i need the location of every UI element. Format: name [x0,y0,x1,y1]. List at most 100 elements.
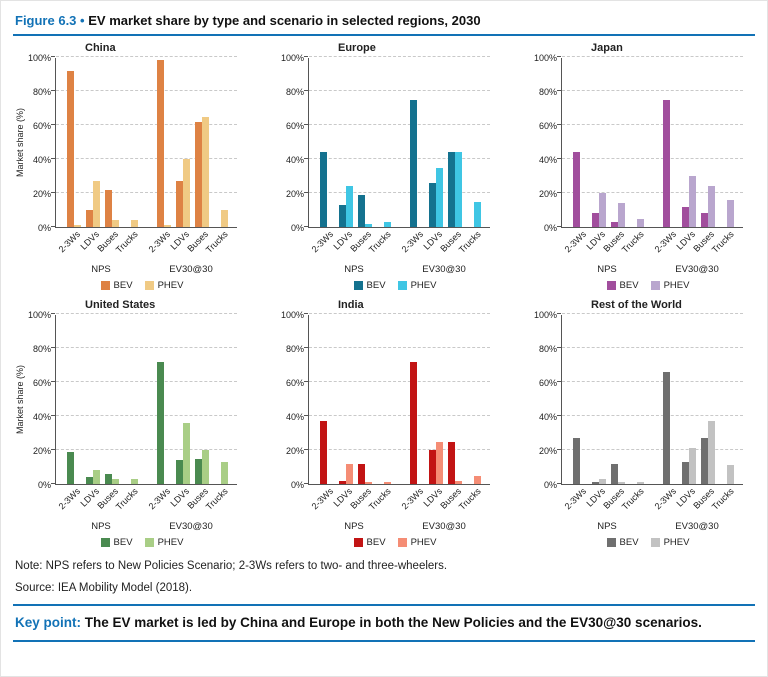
x-labels: 2-3Ws LDVs Buses Trucks 2-3Ws LDVs Buses Trucks [308,485,490,521]
x-tick-label: 2-3Ws [147,486,173,512]
gridline [562,90,743,91]
x-tick-label: 2-3Ws [563,486,589,512]
y-tick-mark [557,381,561,382]
gridline [562,192,743,193]
phev-bar [726,465,734,484]
phev-legend-swatch [144,537,154,547]
y-tick-label: 20% [32,446,51,456]
scenario-group-label: NPS [91,521,111,532]
y-axis: 0% 20% 40% 60% 80% 100% [280,53,308,233]
group-labels: NPS EV30@30 [561,521,743,534]
key-point-label: Key point: [15,615,81,630]
y-tick-label: 80% [32,344,51,354]
y-tick-mark [51,347,55,348]
phev-bar [598,193,606,227]
y-axis-title: Market share (%) [13,58,27,228]
bev-bar [428,450,436,484]
y-axis-title [519,58,533,228]
phev-bar [473,201,481,227]
y-tick-mark [304,347,308,348]
phev-bar [636,218,644,227]
y-axis-title [266,315,280,485]
phev-bar [598,478,606,484]
y-tick-mark [51,415,55,416]
legend: BEV PHEV [308,277,490,293]
scenario-group-label: EV30@30 [675,264,719,275]
x-labels: 2-3Ws LDVs Buses Trucks 2-3Ws LDVs Buses Trucks [308,228,490,264]
y-tick-label: 100% [533,310,557,320]
bev-bar [572,438,580,484]
y-tick-mark [557,192,561,193]
plot-area [51,313,237,485]
phev-bar [220,461,228,484]
phev-bar [92,181,100,227]
phev-legend-swatch [397,280,407,290]
y-tick-label: 60% [285,378,304,388]
group-labels: NPS EV30@30 [55,264,237,277]
gridline [562,381,743,382]
gridline [309,124,490,125]
scenario-group-label: EV30@30 [675,521,719,532]
phev-legend-label: PHEV [663,536,690,548]
bev-bar [700,213,708,227]
y-tick-mark [557,483,561,484]
bev-legend-label: BEV [366,536,386,548]
figure-label: Figure 6.3 [15,13,77,28]
y-tick-mark [51,192,55,193]
y-tick-label: 40% [285,412,304,422]
phev-bar [163,225,171,227]
y-tick-label: 40% [538,155,557,165]
gridline [56,449,237,450]
y-axis: 0% 20% 40% 60% 80% 100% [27,53,55,233]
gridline [562,124,743,125]
x-tick-label: 2-3Ws [400,229,426,255]
y-tick-label: 0% [290,480,304,490]
gridline [562,347,743,348]
source-text: Source: IEA Mobility Model (2018). [15,582,193,594]
bev-bar [357,463,365,484]
phev-legend-label: PHEV [157,279,184,291]
bev-bar [319,152,327,227]
gridline [56,381,237,382]
y-tick-mark [304,483,308,484]
phev-bar [383,482,391,484]
y-tick-mark [557,226,561,227]
bev-bar [357,194,365,227]
scenario-group-label: EV30@30 [422,264,466,275]
y-tick-label: 20% [538,189,557,199]
chart-panel-rest-of-world: Rest of the World 0% 20% 40% 60% 80% 100% 2-3… [519,299,755,550]
bev-bar [591,213,599,227]
y-tick-label: 20% [538,446,557,456]
bev-bar [85,210,93,227]
scenario-group-label: NPS [91,264,111,275]
y-tick-label: 80% [32,87,51,97]
gridline [309,158,490,159]
group-labels: NPS EV30@30 [561,264,743,277]
gridline [309,381,490,382]
bev-bar [662,99,670,227]
y-tick-label: 0% [37,223,51,233]
y-tick-label: 20% [285,189,304,199]
x-tick-label: 2-3Ws [653,229,679,255]
bev-legend-label: BEV [113,279,133,291]
chart-title: Europe [338,42,376,54]
key-point: Key point: The EV market is led by China… [13,614,755,632]
scenario-group-label: EV30@30 [169,521,213,532]
bev-legend-label: BEV [619,536,639,548]
gridline [562,415,743,416]
bev-bar [66,451,74,484]
gridline [56,90,237,91]
phev-bar [688,448,696,484]
phev-legend-label: PHEV [410,279,437,291]
y-tick-mark [304,415,308,416]
figure-title: EV market share by type and scenario in … [88,13,481,28]
charts-row-bottom: United States Market share (%) 0% 20% 40% 6… [13,299,755,550]
gridline [562,56,743,57]
gridline [56,56,237,57]
plot-area [304,313,490,485]
y-tick-mark [51,124,55,125]
bev-bar [572,152,580,227]
y-tick-mark [557,158,561,159]
y-tick-label: 80% [285,87,304,97]
